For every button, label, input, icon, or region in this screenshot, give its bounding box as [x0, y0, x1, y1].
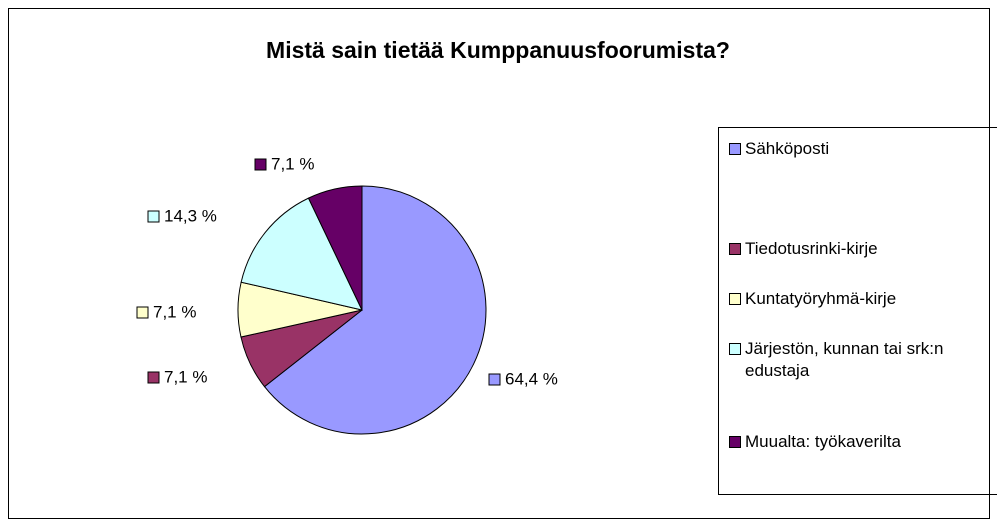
legend-item: Tiedotusrinki-kirje: [729, 238, 989, 260]
pie-slice: [307, 185, 363, 311]
legend-swatch: [729, 343, 741, 355]
chart-title: Mistä sain tietää Kumppanuusfoorumista?: [266, 37, 730, 63]
data-label: 7,1 %: [164, 367, 207, 386]
legend-swatch: [729, 436, 741, 448]
legend: Sähköposti Tiedotusrinki-kirje Kuntatyöryh…: [718, 127, 997, 495]
data-label: 7,1 %: [153, 302, 196, 321]
legend-item: Muualta: työkaverilta: [729, 431, 989, 453]
label-swatch: [136, 306, 149, 319]
legend-label: Kuntatyöryhmä-kirje: [745, 289, 897, 308]
chart-frame: [8, 8, 990, 519]
label-swatch: [488, 373, 501, 386]
legend-label: Muualta: työkaverilta: [745, 432, 901, 451]
legend-label: Tiedotusrinki-kirje: [745, 239, 878, 258]
legend-swatch: [729, 243, 741, 255]
legend-item: Järjestön, kunnan tai srk:n edustaja: [729, 338, 989, 382]
legend-swatch: [729, 143, 741, 155]
legend-label: Järjestön, kunnan tai srk:n edustaja: [745, 339, 953, 380]
data-label: 7,1 %: [271, 154, 314, 173]
pie-slice: [263, 185, 487, 435]
data-label: 64,4 %: [505, 369, 558, 388]
legend-label: Sähköposti: [745, 139, 830, 158]
legend-swatch: [729, 293, 741, 305]
label-swatch: [147, 210, 160, 223]
label-swatch: [147, 371, 160, 384]
data-label: 14,3 %: [164, 206, 217, 225]
pie-slice: [240, 197, 363, 311]
legend-item: Kuntatyöryhmä-kirje: [729, 288, 989, 310]
legend-item: Sähköposti: [729, 138, 989, 160]
label-swatch: [254, 158, 267, 171]
